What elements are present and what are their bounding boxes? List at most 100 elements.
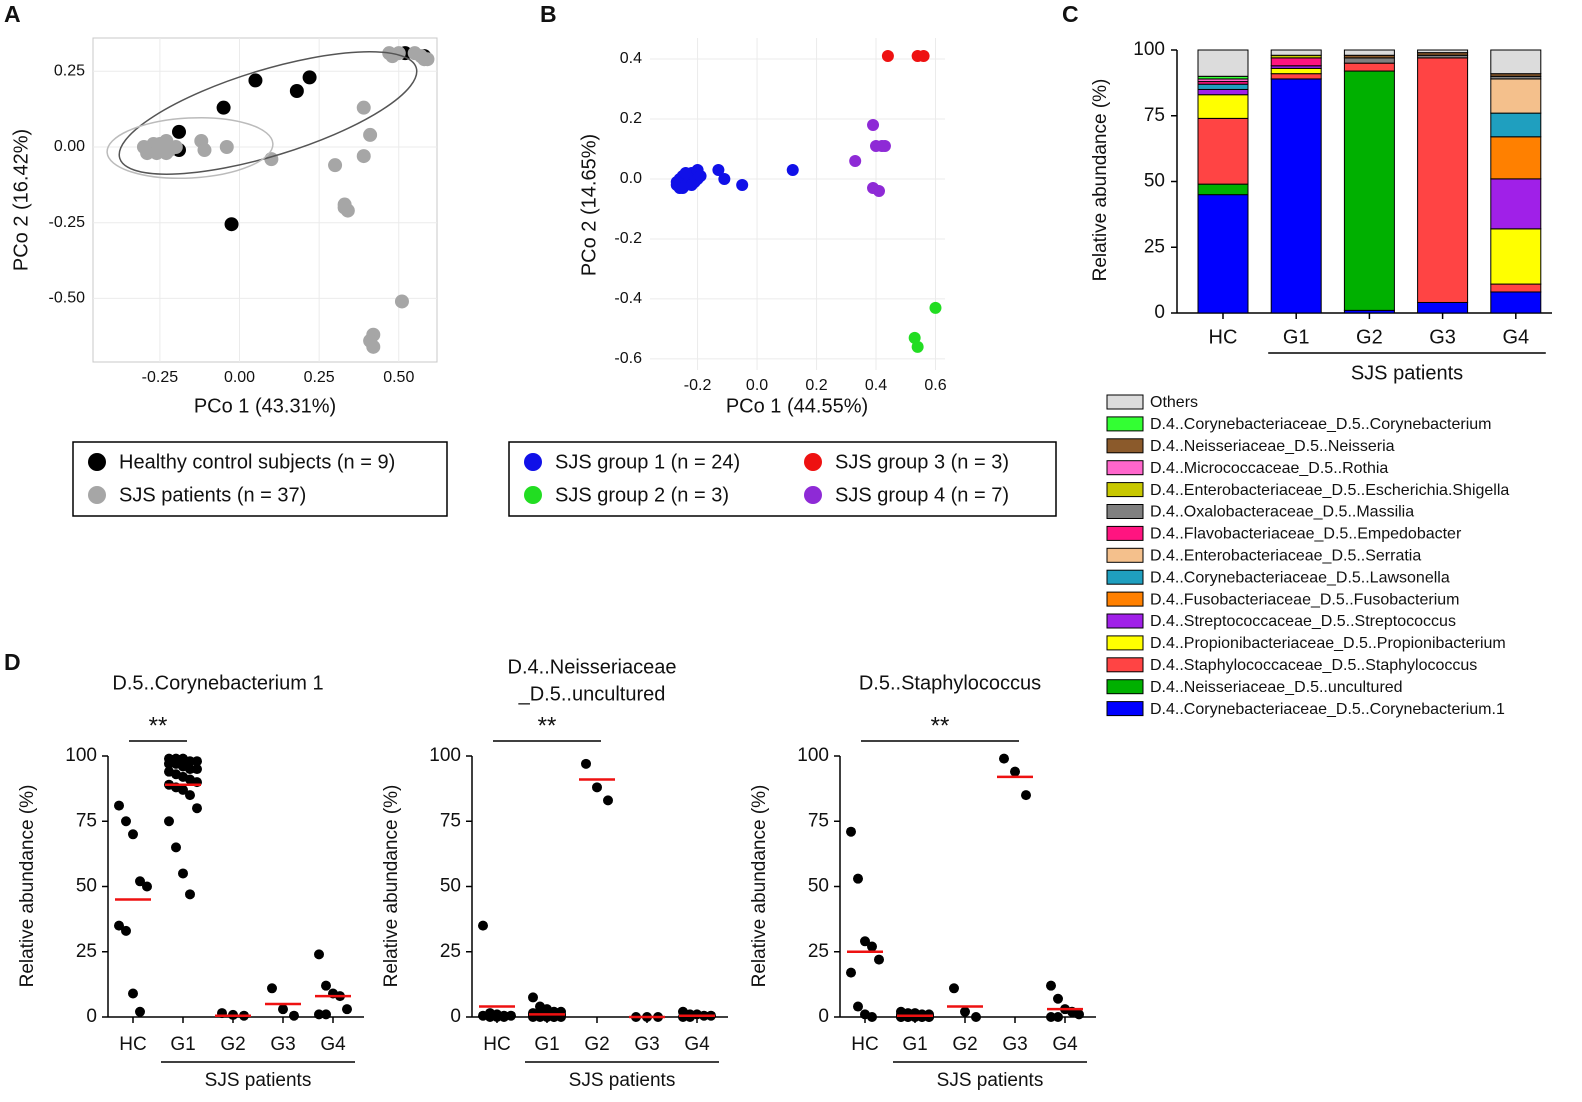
legend-swatch xyxy=(1106,613,1144,629)
data-point xyxy=(872,184,885,197)
data-point xyxy=(114,800,124,811)
y-tick-label: 25 xyxy=(76,941,97,962)
y-tick-label: 0 xyxy=(1154,302,1165,323)
data-point xyxy=(289,83,304,98)
data-point xyxy=(846,967,856,978)
legend-label: D.4..Neisseriaceae_D.5..uncultured xyxy=(1150,679,1403,696)
x-tick-label: 0.00 xyxy=(224,369,255,386)
legend-label: Others xyxy=(1150,394,1198,411)
legend-swatch xyxy=(524,453,542,471)
data-point xyxy=(363,127,378,142)
legend-swatch xyxy=(804,486,822,504)
data-point xyxy=(192,764,202,775)
x-tick-label: 0.50 xyxy=(383,369,414,386)
legend-box xyxy=(72,441,448,517)
data-point xyxy=(1021,790,1031,801)
group-label: SJS patients xyxy=(1351,362,1463,384)
x-tick-label: G1 xyxy=(170,1034,195,1055)
bar-segment xyxy=(1197,88,1249,96)
x-tick-label: G3 xyxy=(1429,326,1456,348)
x-tick-label: 0.2 xyxy=(805,377,827,394)
legend-swatch xyxy=(1106,547,1144,563)
panel-label: B xyxy=(540,1,557,27)
data-point xyxy=(603,795,613,806)
bar-segment xyxy=(1417,49,1469,54)
y-tick-label: 25 xyxy=(440,941,461,962)
legend-label: D.4..Staphylococcaceae_D.5..Staphylococc… xyxy=(1150,657,1477,674)
confidence-ellipses xyxy=(106,51,418,180)
data-point xyxy=(321,980,331,991)
data-point xyxy=(528,992,538,1003)
legend-swatch xyxy=(1106,679,1144,695)
data-point xyxy=(337,197,352,212)
bar-segment xyxy=(1197,49,1249,77)
y-tick-label: -0.50 xyxy=(49,290,86,307)
legend-label: D.4..Corynebacteriaceae_D.5..Corynebacte… xyxy=(1150,416,1492,433)
data-point xyxy=(314,949,324,960)
legend-label: SJS group 4 (n = 7) xyxy=(835,484,1009,506)
bar-segment xyxy=(1417,57,1469,303)
data-point xyxy=(949,983,959,994)
data-point xyxy=(314,1009,324,1020)
legend-label: D.4..Propionibacteriaceae_D.5..Propionib… xyxy=(1150,635,1506,652)
x-tick-label: G2 xyxy=(1356,326,1383,348)
significance-label: ** xyxy=(538,712,557,739)
legend-swatch xyxy=(1106,657,1144,673)
data-point xyxy=(581,758,591,769)
legend-label: D.4..Corynebacteriaceae_D.5..Corynebacte… xyxy=(1150,701,1505,718)
y-tick-label: -0.6 xyxy=(614,350,642,367)
data-point xyxy=(178,868,188,879)
x-tick-label: G1 xyxy=(1283,326,1310,348)
x-tick-label: G4 xyxy=(320,1034,346,1055)
data-point xyxy=(478,920,488,931)
data-point xyxy=(185,889,195,900)
y-axis-label: Relative abundance (%) xyxy=(381,785,402,988)
data-point xyxy=(853,1001,863,1012)
x-tick-label: 0.0 xyxy=(746,377,768,394)
y-tick-label: -0.2 xyxy=(614,230,642,247)
data-point xyxy=(385,49,400,64)
y-tick-label: 0 xyxy=(450,1006,461,1027)
legend-swatch xyxy=(1106,701,1144,717)
y-tick-label: 50 xyxy=(440,876,461,897)
significance-label: ** xyxy=(149,712,168,739)
data-point xyxy=(999,753,1009,764)
data-point xyxy=(363,333,378,348)
data-point xyxy=(142,881,152,892)
data-point xyxy=(135,876,145,887)
bar-segment xyxy=(1270,78,1322,314)
legend-label: D.4..Streptococcaceae_D.5..Streptococcus xyxy=(1150,613,1456,630)
bar-segment xyxy=(1270,49,1322,56)
data-point xyxy=(321,1009,331,1020)
y-tick-label: 100 xyxy=(65,745,97,766)
data-point xyxy=(407,46,422,61)
legend-swatch xyxy=(88,486,106,504)
data-point xyxy=(917,1012,927,1022)
data-point xyxy=(849,154,862,167)
data-point xyxy=(485,1012,495,1022)
legend-label: SJS group 2 (n = 3) xyxy=(555,484,729,506)
x-tick-label: G2 xyxy=(952,1034,977,1055)
data-point xyxy=(853,873,863,884)
data-point xyxy=(219,140,234,155)
group-label: SJS patients xyxy=(205,1070,312,1091)
data-point xyxy=(874,954,884,965)
bar-segment xyxy=(1490,291,1542,314)
data-point xyxy=(192,756,202,767)
legend-swatch xyxy=(524,486,542,504)
y-tick-label: 75 xyxy=(440,810,461,831)
chart-title: D.4..Neisseriaceae xyxy=(508,656,677,678)
legend-label: D.4..Flavobacteriaceae_D.5..Empedobacter xyxy=(1150,526,1462,543)
y-axis-label: Relative abundance (%) xyxy=(749,785,770,988)
data-point xyxy=(712,163,725,176)
data-point xyxy=(356,149,371,164)
y-tick-label: 0.00 xyxy=(54,138,85,155)
bar-segment xyxy=(1490,112,1542,138)
data-point xyxy=(971,1012,981,1022)
panel-a-background xyxy=(92,37,438,363)
legend-label: Healthy control subjects (n = 9) xyxy=(119,451,395,473)
data-point xyxy=(172,124,186,139)
data-point xyxy=(164,758,174,769)
data-point xyxy=(264,152,279,167)
